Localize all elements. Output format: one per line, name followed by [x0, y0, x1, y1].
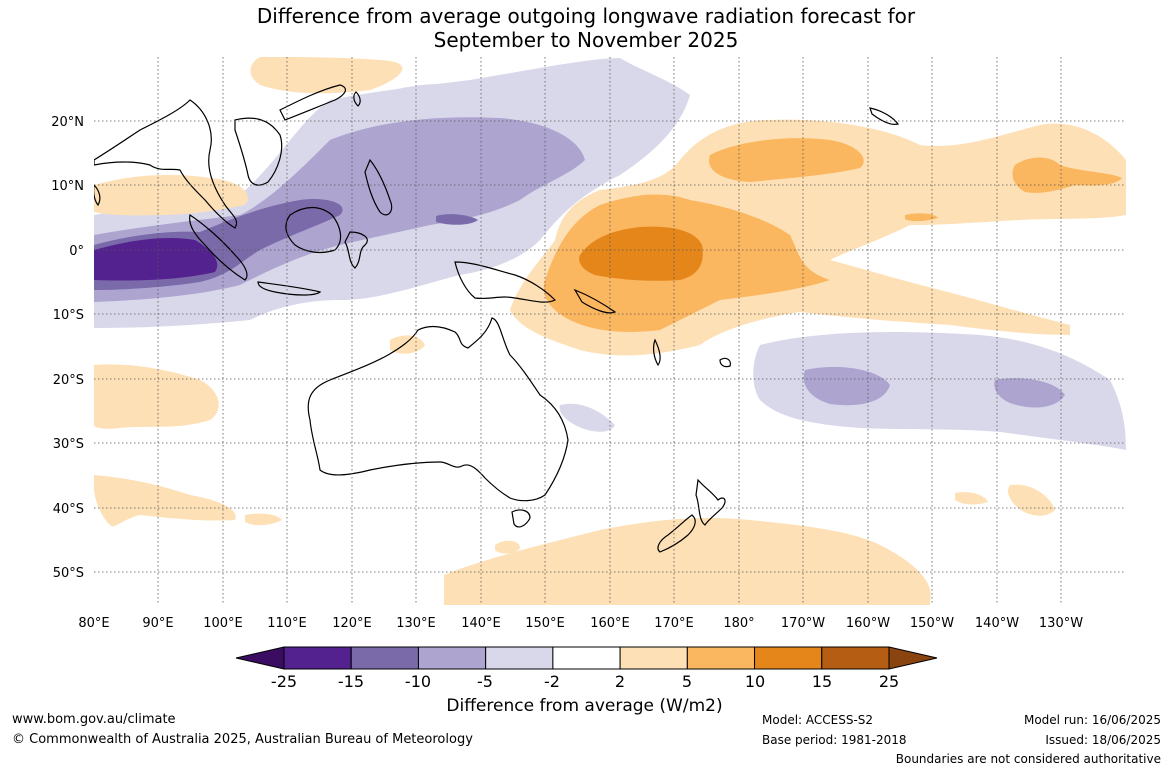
- positive-anomaly-region-light: [94, 364, 219, 429]
- positive-anomaly-region-strong: [579, 226, 703, 281]
- lon-label: 150°E: [525, 616, 565, 631]
- sri-lanka-outline: [94, 184, 101, 207]
- lon-label: 180°: [723, 616, 754, 631]
- colorbar-label: Difference from average (W/m2): [446, 696, 723, 716]
- lon-label: 140°E: [461, 616, 501, 631]
- lon-label: 170°W: [781, 616, 825, 631]
- java-outline: [257, 281, 322, 296]
- colorbar-swatch: [283, 646, 352, 670]
- colorbar-swatch: [754, 646, 823, 670]
- footer-model: Model: ACCESS-S2: [762, 713, 874, 727]
- footer-model-run: Model run: 16/06/2025: [1023, 713, 1161, 727]
- lon-label: 150°W: [910, 616, 954, 631]
- indochina-outline: [234, 117, 283, 186]
- lon-label: 160°E: [590, 616, 630, 631]
- lon-label: 100°E: [203, 616, 243, 631]
- colorbar-tick: 10: [745, 672, 765, 691]
- vanuatu-outline: [652, 338, 661, 367]
- lat-label: 10°S: [53, 308, 84, 323]
- colorbar-tick: 15: [812, 672, 832, 691]
- positive-anomaly-region-mid: [709, 138, 864, 182]
- lat-label: 30°S: [53, 437, 84, 452]
- negative-anomaly-region-small: [559, 403, 615, 432]
- colorbar-swatch: [619, 646, 688, 670]
- colorbar-swatch: [552, 646, 621, 670]
- new-guinea-outline: [454, 261, 557, 303]
- colorbar-swatch: [350, 646, 419, 670]
- positive-anomaly-region-mid: [1012, 157, 1122, 193]
- anomaly-shading: [94, 57, 1126, 605]
- negative-anomaly-region-deep: [436, 214, 478, 225]
- colorbar-tick: 25: [879, 672, 899, 691]
- colorbar: -25 -15 -10 -5 -2 2 5 10 15 25: [235, 646, 938, 691]
- philippines-outline: [364, 158, 393, 216]
- negative-anomaly-region-mid: [994, 378, 1065, 408]
- colorbar-high-extend: [888, 646, 938, 670]
- negative-anomaly-region-light: [360, 83, 480, 112]
- hawaii-outline: [869, 107, 900, 125]
- lon-label: 90°E: [142, 616, 173, 631]
- footer-url: www.bom.gov.au/climate: [12, 712, 176, 727]
- colorbar-segments: [283, 646, 890, 670]
- lon-label: 80°E: [78, 616, 109, 631]
- colorbar-swatch: [821, 646, 890, 670]
- lon-label: 160°W: [846, 616, 890, 631]
- taiwan-outline: [353, 91, 361, 107]
- lon-label: 140°W: [975, 616, 1019, 631]
- lat-label: 20°S: [53, 373, 84, 388]
- sulawesi-outline: [344, 231, 368, 269]
- fiji-outline: [719, 357, 731, 368]
- colorbar-tick: -10: [405, 672, 431, 691]
- negative-anomaly-region-pacific: [753, 332, 1126, 450]
- positive-anomaly-region-light: [444, 518, 931, 605]
- china-coast-outline: [279, 84, 347, 121]
- negative-anomaly-region-mid: [803, 366, 890, 406]
- australia-outline: [307, 317, 569, 502]
- colorbar-tick: -5: [477, 672, 493, 691]
- colorbar-tick: -25: [271, 672, 297, 691]
- negative-anomaly-region-strongest: [94, 238, 218, 281]
- colorbar-swatch: [686, 646, 756, 670]
- new-zealand-north-outline: [695, 478, 726, 526]
- colorbar-tick: 5: [682, 672, 692, 691]
- lon-label: 110°E: [267, 616, 307, 631]
- positive-anomaly-region-light: [245, 513, 282, 526]
- lon-label: 130°E: [396, 616, 436, 631]
- positive-anomaly-region-light: [94, 475, 236, 527]
- positive-anomaly-region-mid: [905, 213, 938, 222]
- colorbar-tick: -2: [544, 672, 560, 691]
- colorbar-low-extend: [235, 646, 285, 670]
- positive-anomaly-region-light: [955, 492, 988, 505]
- colorbar-swatch: [417, 646, 487, 670]
- lon-label: 170°E: [654, 616, 694, 631]
- footer-disclaimer: Boundaries are not considered authoritat…: [895, 752, 1161, 766]
- positive-anomaly-region-light: [495, 540, 520, 554]
- tasmania-outline: [511, 509, 531, 528]
- lat-label: 50°S: [53, 566, 84, 581]
- lon-label: 120°E: [332, 616, 372, 631]
- lat-label: 40°S: [53, 502, 84, 517]
- lon-label: 130°W: [1039, 616, 1083, 631]
- coastlines: [94, 84, 900, 553]
- lat-label: 0°: [69, 244, 84, 259]
- positive-anomaly-region-light: [250, 57, 403, 94]
- lat-label: 10°N: [51, 179, 84, 194]
- footer-base-period: Base period: 1981-2018: [762, 733, 907, 747]
- footer-copyright: © Commonwealth of Australia 2025, Austra…: [12, 732, 473, 747]
- map-title-line1: Difference from average outgoing longwav…: [256, 4, 916, 28]
- solomon-islands-outline: [573, 288, 617, 314]
- map-title-line2: September to November 2025: [433, 28, 739, 52]
- graticule: [94, 57, 1126, 605]
- new-zealand-south-outline: [657, 514, 696, 553]
- colorbar-swatch: [485, 646, 554, 670]
- footer-issued: Issued: 18/06/2025: [1045, 733, 1161, 747]
- colorbar-tick: 2: [615, 672, 625, 691]
- lat-label: 20°N: [51, 115, 84, 130]
- southeast-asia-outline: [94, 99, 238, 229]
- colorbar-tick: -15: [338, 672, 364, 691]
